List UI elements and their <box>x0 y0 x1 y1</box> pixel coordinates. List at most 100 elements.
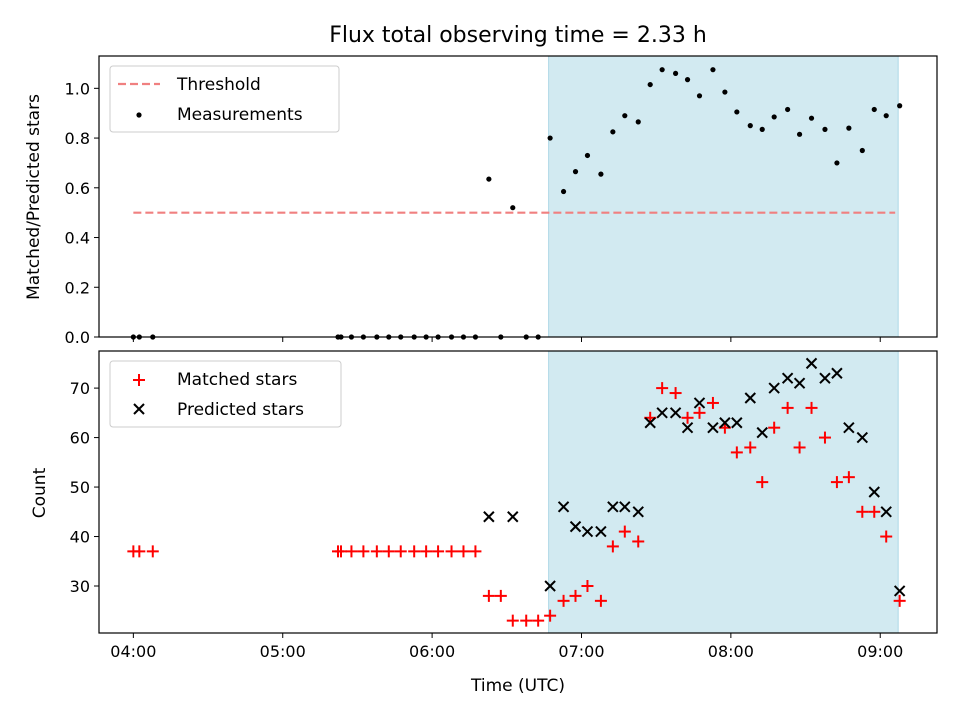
bottom-y-tick-label: 30 <box>70 577 90 596</box>
x-b <box>644 417 656 429</box>
measurement-point <box>871 106 877 113</box>
matched-stars-point <box>632 535 645 548</box>
predicted-stars-point <box>569 520 582 533</box>
x-b <box>819 372 831 384</box>
matched-stars-point <box>494 589 507 602</box>
measurement-point <box>710 67 716 73</box>
top-y-tick-label: 1.0 <box>65 79 90 98</box>
top-y-tick-label: 0.0 <box>65 328 90 347</box>
measurement-point <box>696 93 703 99</box>
predicted-stars-point <box>819 372 831 384</box>
matched-stars-point <box>334 545 347 558</box>
x-b <box>507 511 519 523</box>
x-b <box>693 397 706 409</box>
predicted-stars-point <box>768 382 780 394</box>
predicted-stars-point <box>595 525 607 538</box>
matched-stars-point <box>482 589 495 602</box>
measurement-point <box>785 106 791 113</box>
predicted-stars-point <box>669 407 682 419</box>
top-axes-frame <box>98 55 938 338</box>
top-legend: Threshold Measurements <box>109 65 340 133</box>
predicted-stars-point <box>632 506 644 518</box>
top-legend-box <box>109 65 340 133</box>
matched-stars-point <box>669 387 682 400</box>
matched-stars-point <box>394 545 407 558</box>
predicted-stars-point <box>557 501 570 513</box>
bottom-y-tick-label: 60 <box>70 429 90 448</box>
x-b <box>756 426 768 439</box>
predicted-stars-point <box>731 417 743 429</box>
matched-stars-point <box>893 594 906 607</box>
matched-stars-point <box>842 471 855 484</box>
legend-measurements-label: Measurements <box>177 105 303 125</box>
predicted-stars-point <box>805 357 818 370</box>
measurement-point <box>659 67 665 73</box>
x-b <box>880 506 892 518</box>
measurement-point <box>747 123 753 129</box>
matched-stars-point <box>557 594 570 607</box>
x-b <box>793 377 806 389</box>
matched-stars-point <box>744 441 757 454</box>
measurement-point <box>622 113 628 119</box>
top-y-tick-label: 0.4 <box>65 229 90 248</box>
legend-measurements-swatch <box>136 112 142 118</box>
bottom-y-tick-label: 70 <box>70 379 90 398</box>
measurement-point <box>510 205 516 211</box>
matched-stars-point <box>445 545 458 558</box>
matched-stars-point <box>357 545 370 558</box>
matched-stars-point <box>532 614 545 627</box>
x-b <box>632 506 644 518</box>
x-b <box>707 421 719 434</box>
predicted-stars-point <box>707 421 719 434</box>
predicted-stars-point <box>483 511 495 523</box>
measurement-point <box>759 126 765 132</box>
measurement-point <box>883 113 889 119</box>
legend-matched-swatch <box>133 374 145 386</box>
matched-stars-point <box>544 609 557 622</box>
x-b <box>856 431 869 444</box>
predicted-stars-point <box>693 397 706 409</box>
predicted-stars-point <box>719 417 731 429</box>
x-b <box>483 511 495 523</box>
matched-stars-point <box>880 530 893 543</box>
predicted-stars-point <box>843 421 855 434</box>
x-b <box>569 520 582 533</box>
matched-stars-point <box>856 505 869 518</box>
bottom-y-tick-label: 50 <box>70 478 90 497</box>
matched-stars-point <box>146 545 159 558</box>
matched-stars-point <box>370 545 383 558</box>
matched-stars-point <box>618 525 631 538</box>
x-b <box>607 501 619 513</box>
top-panel: 0.0 0.2 0.4 0.6 0.8 1.0 <box>65 55 938 347</box>
predicted-stars-point <box>619 501 631 513</box>
matched-stars-point <box>656 382 669 395</box>
measurement-point <box>647 81 653 88</box>
matched-stars-point <box>768 421 781 434</box>
bottom-legend-box <box>109 360 342 428</box>
measurement-point <box>572 169 579 175</box>
predicted-stars-point <box>893 585 906 597</box>
measurement-point <box>834 160 840 166</box>
matched-stars-point <box>756 476 769 489</box>
predicted-stars-point <box>507 511 519 523</box>
measurement-point <box>734 109 740 115</box>
measurement-point <box>584 152 591 159</box>
matched-stars-point <box>805 401 818 414</box>
measurement-point <box>846 125 852 131</box>
matched-stars-point <box>420 545 433 558</box>
x-b <box>744 392 756 404</box>
predicted-stars-point <box>756 426 768 439</box>
predicted-stars-point <box>781 372 794 384</box>
matched-stars-point <box>693 406 706 419</box>
matched-stars-point <box>133 545 146 558</box>
measurement-point <box>684 77 691 83</box>
measurement-point <box>808 115 815 121</box>
matched-stars-point <box>457 545 470 558</box>
x-b <box>731 417 743 429</box>
matched-stars-point <box>432 545 445 558</box>
predicted-stars-point <box>607 501 619 513</box>
measurement-point <box>722 89 728 95</box>
measurement-point <box>859 147 865 154</box>
bottom-legend: Matched stars Predicted stars <box>109 360 342 428</box>
